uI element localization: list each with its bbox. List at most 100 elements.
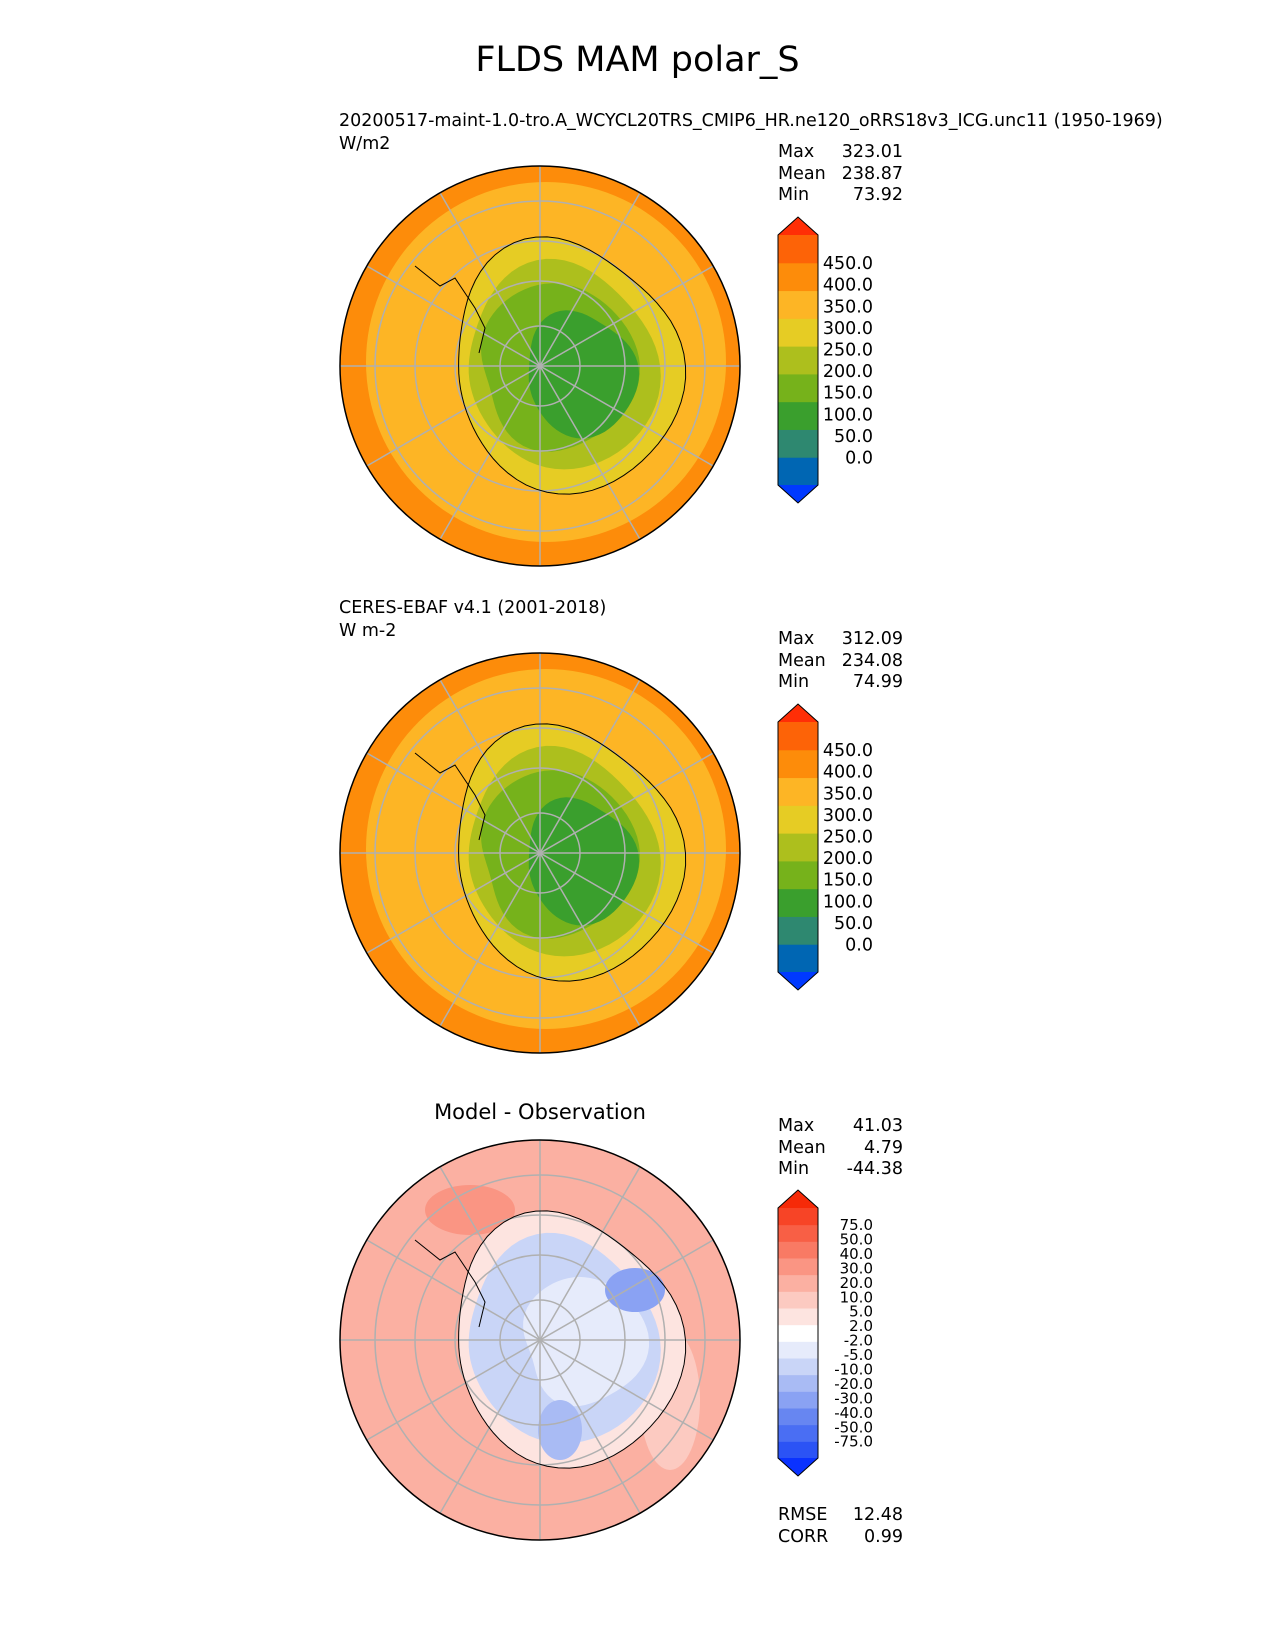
colorbar-level [778, 1291, 818, 1309]
graticule [340, 1140, 740, 1540]
graticule [340, 166, 740, 566]
panel2-units: W m-2 [339, 621, 397, 641]
colorbar-tick-label: 200.0 [823, 849, 873, 869]
colorbar-level [778, 429, 818, 458]
stat-min: 74.99 [852, 672, 903, 692]
colorbar-tick-label: -30.0 [834, 1389, 873, 1407]
panel3-polar-map [339, 1139, 741, 1541]
stat-label: Min [778, 185, 810, 205]
stat-label: Max [778, 629, 815, 649]
colorbar-tick-label: 200.0 [823, 362, 873, 382]
stat-min: -44.38 [846, 1159, 903, 1179]
colorbar-level [778, 1441, 818, 1459]
colorbar-tick-label: 250.0 [823, 827, 873, 847]
colorbar-extend-max [778, 704, 818, 722]
colorbar-tick-label: 400.0 [823, 276, 873, 296]
colorbar-level [778, 1274, 818, 1292]
colorbar-tick-label: 150.0 [823, 871, 873, 891]
stat-max: 312.09 [841, 629, 903, 649]
metric-label: CORR [778, 1526, 829, 1547]
meridian-line [366, 265, 714, 467]
colorbar-level [778, 777, 818, 806]
panel2-stats: Max 312.09 Mean 234.08 Min 74.99 [778, 629, 903, 694]
figure-title: FLDS MAM polar_S [475, 40, 800, 80]
colorbar-tick-label: 150.0 [823, 384, 873, 404]
stat-label: Mean [778, 650, 826, 671]
colorbar-tick-label: -40.0 [834, 1404, 873, 1422]
colorbar-tick-label: 100.0 [823, 892, 873, 912]
map-boundary [339, 652, 741, 1054]
panel1-colorbar: 450.0400.0350.0300.0250.0200.0150.0100.0… [777, 216, 873, 504]
colorbar-tick-label: 50.0 [834, 914, 873, 934]
map-fill [340, 166, 740, 566]
colorbar-level [778, 1258, 818, 1276]
meridian-line [366, 752, 714, 954]
colorbar-level [778, 944, 818, 973]
colorbar-level [778, 1308, 818, 1326]
colorbar-tick-label: -10.0 [834, 1361, 873, 1379]
colorbar-tick-label: 450.0 [823, 741, 873, 761]
colorbar-tick-label: 0.0 [845, 449, 873, 469]
colorbar-outline [777, 216, 819, 504]
stat-label: Min [778, 1159, 810, 1179]
metric-rmse: 12.48 [852, 1505, 903, 1525]
colorbar-tick-label: 2.0 [849, 1317, 873, 1335]
coastline [458, 723, 687, 982]
colorbar-tick-label: 300.0 [823, 806, 873, 826]
colorbar-tick-label: -20.0 [834, 1375, 873, 1393]
colorbar-level [778, 290, 818, 319]
colorbar-level [778, 1408, 818, 1426]
stat-max: 323.01 [841, 142, 903, 162]
colorbar-level [778, 262, 818, 292]
panel1-polar-map [339, 165, 741, 567]
colorbar-tick-label: -75.0 [834, 1433, 873, 1451]
metric-label: RMSE [778, 1505, 828, 1525]
colorbar-outline [777, 1189, 819, 1477]
map-boundary [339, 165, 741, 567]
colorbar-level [778, 1374, 818, 1392]
colorbar-level [778, 401, 818, 430]
colorbar-tick-label: 50.0 [840, 1231, 873, 1249]
colorbar-tick-label: 400.0 [823, 763, 873, 783]
colorbar-tick-label: -5.0 [844, 1346, 873, 1364]
stat-label: Max [778, 1116, 815, 1136]
colorbar-tick-label: 5.0 [849, 1303, 873, 1321]
panel3-colorbar: 75.050.040.030.020.010.05.02.0-2.0-5.0-1… [777, 1189, 873, 1477]
colorbar-level [778, 318, 818, 347]
colorbar-level [778, 722, 818, 751]
colorbar-tick-label: 300.0 [823, 319, 873, 339]
colorbar-tick-label: 350.0 [823, 784, 873, 804]
colorbar-level [778, 860, 818, 890]
colorbar-level [778, 833, 818, 862]
meridian-line [366, 1239, 714, 1441]
colorbar-level [778, 1208, 818, 1226]
colorbar-level [778, 457, 818, 486]
panel3-title: Model - Observation [434, 1100, 646, 1124]
colorbar-level [778, 373, 818, 403]
colorbar-tick-label: 250.0 [823, 340, 873, 360]
colorbar-tick-label: 100.0 [823, 405, 873, 425]
panel1-units: W/m2 [339, 134, 391, 154]
graticule [340, 653, 740, 1053]
panel3-stats: Max 41.03 Mean 4.79 Min -44.38 [778, 1116, 903, 1181]
panel3-metrics: RMSE 12.48 CORR 0.99 [778, 1505, 903, 1548]
peninsula-coastline [414, 265, 486, 354]
stat-label: Mean [778, 1137, 826, 1158]
colorbar-tick-label: 40.0 [840, 1245, 873, 1263]
map-fill [340, 653, 740, 1053]
stat-label: Min [778, 672, 810, 692]
colorbar-tick-label: 0.0 [845, 936, 873, 956]
stat-label: Max [778, 142, 815, 162]
colorbar-tick-label: 10.0 [840, 1288, 873, 1306]
peninsula-coastline [414, 752, 486, 841]
stat-label: Mean [778, 163, 826, 184]
colorbar-level [778, 235, 818, 264]
colorbar-tick-label: 50.0 [834, 427, 873, 447]
colorbar-level [778, 1358, 818, 1376]
region-negative-east [605, 1268, 665, 1312]
panel1-title: 20200517-maint-1.0-tro.A_WCYCL20TRS_CMIP… [339, 111, 1163, 131]
colorbar-level [778, 346, 818, 375]
colorbar-level [778, 916, 818, 945]
colorbar-level [778, 1341, 818, 1359]
colorbar-level [778, 1391, 818, 1409]
